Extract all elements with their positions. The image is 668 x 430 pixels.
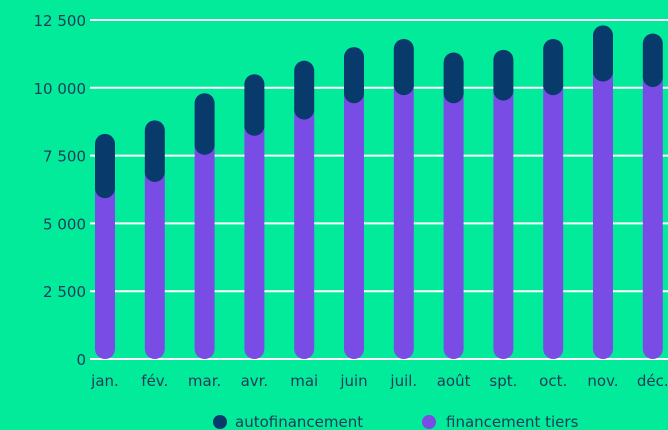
bar-financement-tiers: [95, 178, 115, 359]
x-tick-label: août: [437, 372, 471, 390]
bar-autofinancement: [344, 47, 364, 104]
bar-financement-tiers: [244, 115, 265, 359]
bar-autofinancement: [244, 74, 265, 136]
bar-financement-tiers: [493, 80, 514, 360]
legend-label-financement-tiers: financement tiers: [446, 413, 579, 430]
legend: autofinancement financement tiers: [213, 413, 579, 430]
x-tick-label: juil.: [389, 372, 417, 390]
x-tick-label: déc.: [637, 372, 668, 390]
legend-marker-autofinancement: [213, 415, 227, 429]
bar-autofinancement: [493, 49, 514, 101]
bar-autofinancement: [443, 52, 464, 104]
bar-autofinancement: [642, 33, 663, 87]
bar-financement-tiers: [642, 66, 663, 360]
legend-label-autofinancement: autofinancement: [235, 413, 363, 430]
x-axis-ticks: jan. fév. mar. avr. mai juin juil. août spt. oct.…: [90, 372, 668, 390]
y-tick-label: 5 000: [43, 215, 86, 233]
bar-autofinancement: [194, 93, 215, 155]
x-tick-label: mai: [290, 372, 318, 390]
y-tick-label: 10 000: [34, 80, 87, 98]
y-tick-label: 7 500: [43, 148, 86, 166]
bar-financement-tiers: [443, 83, 464, 359]
y-axis-ticks: 0 2 500 5 000 7 500 10 000 12 500: [34, 12, 87, 369]
gridlines: [90, 19, 668, 360]
x-tick-label: oct.: [539, 372, 567, 390]
legend-marker-financement-tiers: [422, 415, 436, 429]
x-tick-label: fév.: [141, 372, 168, 390]
x-tick-label: avr.: [241, 372, 269, 390]
bar-autofinancement: [95, 133, 115, 199]
x-tick-label: juin: [339, 372, 367, 390]
bar-autofinancement: [294, 60, 315, 120]
bar-autofinancement: [144, 120, 165, 182]
bar-autofinancement: [543, 38, 564, 96]
y-tick-label: 12 500: [34, 12, 87, 30]
y-tick-label: 0: [76, 351, 86, 369]
bar-autofinancement: [393, 38, 414, 96]
bar-autofinancement: [593, 25, 613, 82]
x-tick-label: mar.: [188, 372, 221, 390]
bars: [95, 25, 663, 360]
bar-financement-tiers: [344, 83, 364, 359]
y-tick-label: 2 500: [43, 283, 86, 301]
bar-financement-tiers: [393, 75, 414, 359]
x-tick-label: spt.: [489, 372, 517, 390]
bar-financement-tiers: [294, 99, 315, 359]
bar-financement-tiers: [543, 75, 564, 359]
bar-financement-tiers: [593, 61, 613, 359]
bar-financement-tiers: [144, 161, 165, 359]
x-tick-label: nov.: [587, 372, 618, 390]
x-tick-label: jan.: [90, 372, 119, 390]
bar-financement-tiers: [194, 134, 215, 359]
